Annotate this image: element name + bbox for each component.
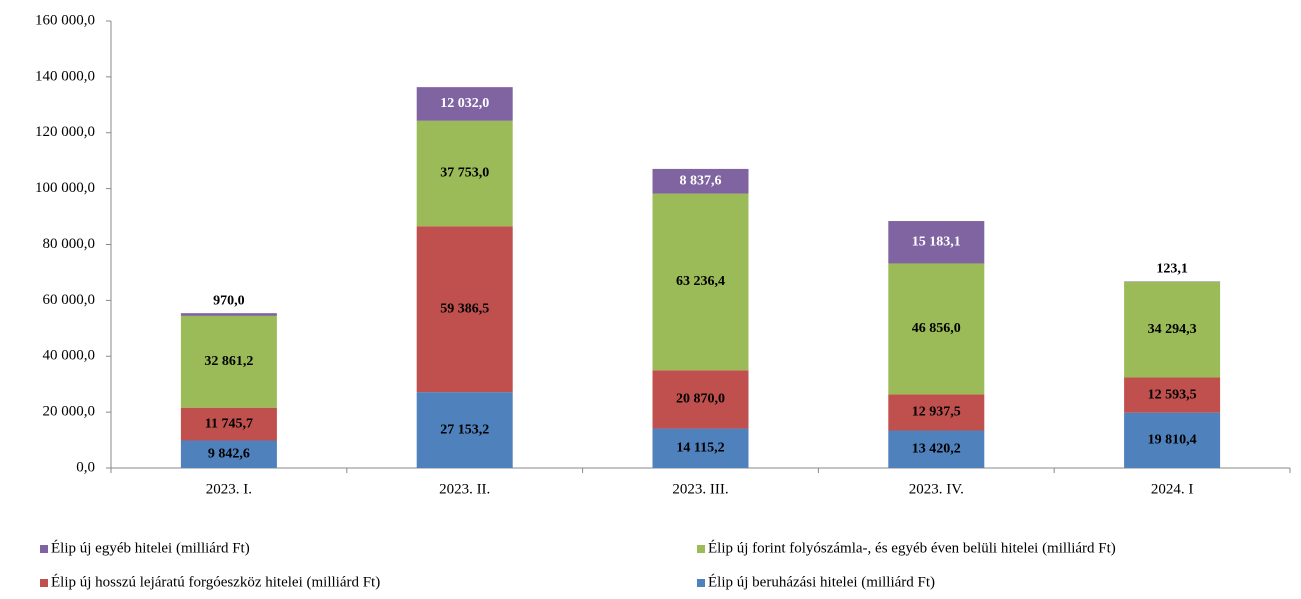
bar-segment: [888, 394, 985, 431]
data-label: 20 870,0: [676, 392, 725, 407]
data-label: 12 937,5: [912, 405, 961, 420]
data-label: 37 753,0: [440, 166, 489, 181]
bar-segment: [888, 430, 985, 468]
data-label: 8 837,6: [680, 173, 722, 188]
bar-segment: [416, 87, 513, 121]
bar-segment: [180, 407, 277, 441]
data-label: 63 236,4: [676, 274, 725, 289]
bar-segment: [1124, 412, 1221, 468]
data-label: 9 842,6: [208, 446, 250, 461]
x-tick-label: 2023. I.: [206, 481, 252, 497]
data-label: 34 294,3: [1148, 322, 1197, 337]
data-label: 19 810,4: [1148, 433, 1197, 448]
bar-segment: [652, 428, 749, 468]
data-label: 27 153,2: [440, 422, 489, 437]
bar-segment: [888, 221, 985, 264]
legend-swatch: [40, 579, 48, 587]
data-label: 11 745,7: [205, 416, 253, 431]
bar-segment: [180, 440, 277, 468]
data-label: 123,1: [1156, 262, 1188, 277]
bar-segment: [888, 263, 985, 395]
bar-segment: [1124, 281, 1221, 378]
legend-label: Élip új hosszú lejáratú forgóeszköz hite…: [51, 573, 380, 590]
data-label: 12 032,0: [440, 96, 489, 111]
x-tick-label: 2024. I: [1151, 481, 1194, 497]
data-label: 59 386,5: [440, 301, 489, 316]
legend-swatch: [697, 545, 705, 553]
bar-segment: [1124, 377, 1221, 413]
legend-swatch: [40, 545, 48, 553]
y-tick-label: 0,0: [76, 459, 95, 475]
y-tick-label: 100 000,0: [35, 180, 95, 196]
y-tick-label: 20 000,0: [43, 404, 96, 420]
bar-segment: [416, 392, 513, 468]
x-tick-label: 2023. IV.: [909, 481, 964, 497]
y-tick-label: 40 000,0: [43, 348, 96, 364]
data-label: 13 420,2: [912, 441, 961, 456]
bar-segment: [652, 193, 749, 371]
x-tick-label: 2023. III.: [672, 481, 728, 497]
data-label: 32 861,2: [204, 354, 253, 369]
legend-label: Élip új egyéb hitelei (milliárd Ft): [51, 539, 250, 556]
y-tick-label: 140 000,0: [35, 68, 95, 84]
bar-segment: [416, 226, 513, 393]
legend-swatch: [697, 579, 705, 587]
bar-segment: [180, 313, 277, 316]
bar-segment: [416, 120, 513, 227]
data-label: 15 183,1: [912, 234, 961, 249]
bar-segment: [652, 370, 749, 429]
bar-segment: [180, 315, 277, 408]
y-tick-label: 160 000,0: [35, 12, 95, 28]
data-label: 12 593,5: [1148, 387, 1197, 402]
x-tick-label: 2023. II.: [439, 481, 490, 497]
y-tick-label: 60 000,0: [43, 292, 96, 308]
legend-label: Élip új forint folyószámla-, és egyéb év…: [708, 539, 1116, 556]
data-label: 970,0: [213, 293, 245, 308]
y-tick-label: 80 000,0: [43, 236, 96, 252]
bar-segment: [652, 168, 749, 194]
data-label: 14 115,2: [676, 441, 724, 456]
y-tick-label: 120 000,0: [35, 124, 95, 140]
data-label: 46 856,0: [912, 321, 961, 336]
legend-label: Élip új beruházási hitelei (milliárd Ft): [708, 573, 935, 590]
